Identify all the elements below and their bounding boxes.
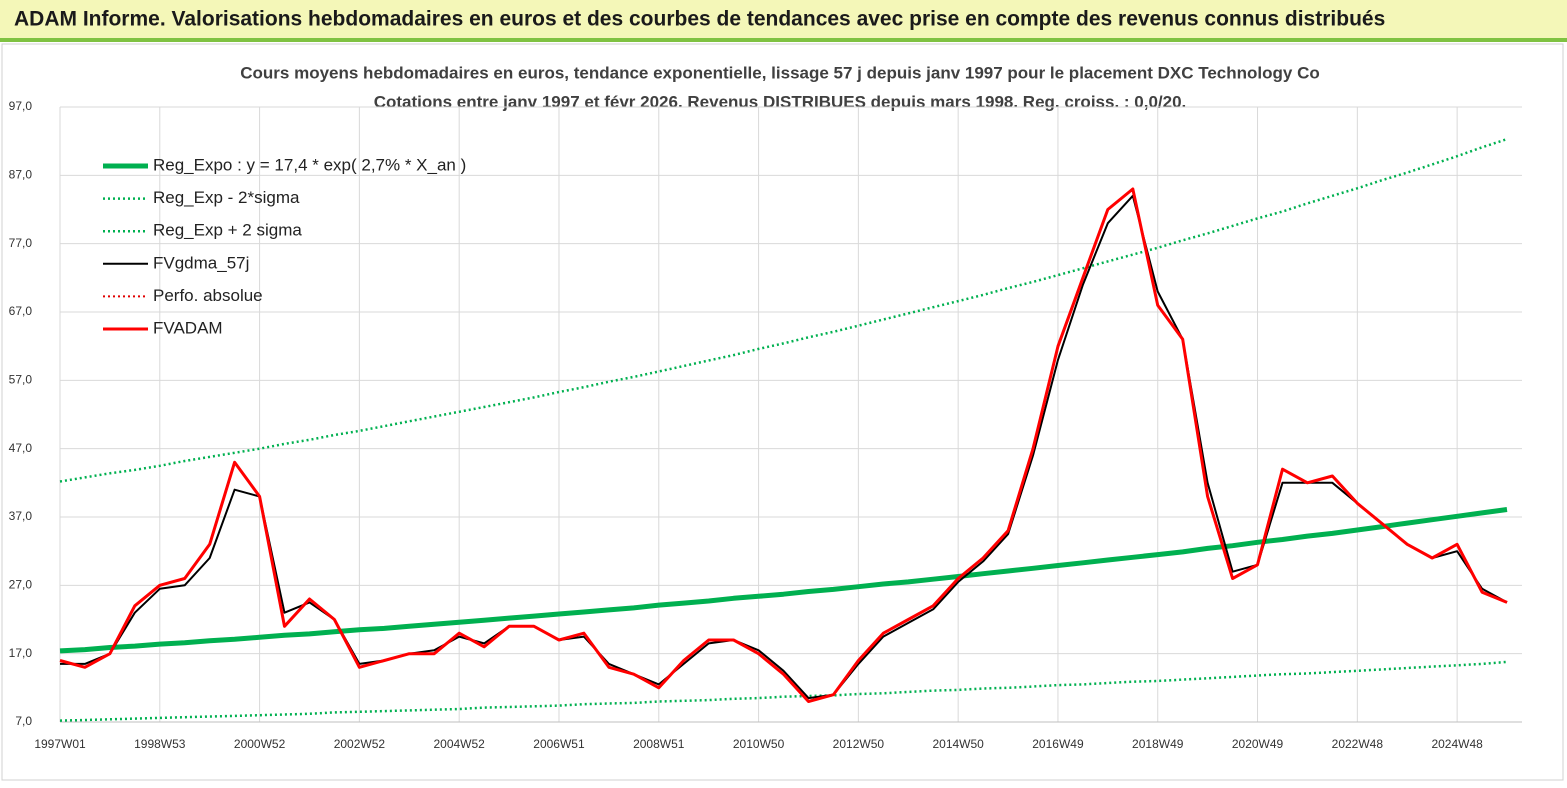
chart-area: [1, 43, 1564, 781]
y-tick-label: 37,0: [9, 509, 33, 523]
chart-title: Cours moyens hebdomadaires en euros, ten…: [240, 63, 1320, 82]
page-title: ADAM Informe. Valorisations hebdomadaire…: [14, 8, 1385, 31]
legend-label: Reg_Expo : y = 17,4 * exp( 2,7% * X_an ): [153, 155, 466, 174]
x-tick-label: 2000W52: [234, 737, 286, 751]
x-tick-label: 2008W51: [633, 737, 685, 751]
series-line: [59, 507, 1508, 654]
x-tick-label: 2022W48: [1332, 737, 1384, 751]
y-tick-label: 67,0: [9, 304, 33, 318]
y-tick-label: 27,0: [9, 578, 33, 592]
x-tick-label: 2016W49: [1032, 737, 1084, 751]
header-bar: [0, 0, 1567, 40]
legend-label: Perfo. absolue: [153, 286, 263, 305]
x-tick-label: 2002W52: [334, 737, 386, 751]
chart-subtitle: Cotations entre janv 1997 et févr 2026. …: [374, 92, 1187, 111]
x-tick-label: 1997W01: [34, 737, 86, 751]
header-rule: [0, 38, 1567, 42]
x-tick-label: 2020W49: [1232, 737, 1284, 751]
x-tick-label: 2010W50: [733, 737, 785, 751]
x-tick-label: 2006W51: [533, 737, 585, 751]
y-tick-label: 47,0: [9, 441, 33, 455]
legend-label: Reg_Exp + 2 sigma: [153, 221, 302, 240]
legend-label: FVgdma_57j: [153, 253, 249, 272]
y-tick-label: 17,0: [9, 646, 33, 660]
x-tick-label: 1998W53: [134, 737, 186, 751]
legend-label: Reg_Exp - 2*sigma: [153, 188, 300, 207]
y-tick-label: 7,0: [15, 714, 32, 728]
x-tick-label: 2018W49: [1132, 737, 1184, 751]
x-tick-label: 2004W52: [433, 737, 485, 751]
y-tick-label: 97,0: [9, 99, 33, 113]
y-tick-label: 87,0: [9, 168, 33, 182]
series-line: [59, 660, 1508, 722]
y-tick-label: 57,0: [9, 373, 33, 387]
y-tick-label: 77,0: [9, 236, 33, 250]
legend-label: FVADAM: [153, 318, 223, 337]
x-tick-label: 2024W48: [1431, 737, 1483, 751]
x-tick-label: 2012W50: [833, 737, 885, 751]
x-tick-label: 2014W50: [932, 737, 984, 751]
series-line: [59, 137, 1508, 483]
series-line: [59, 187, 1508, 703]
